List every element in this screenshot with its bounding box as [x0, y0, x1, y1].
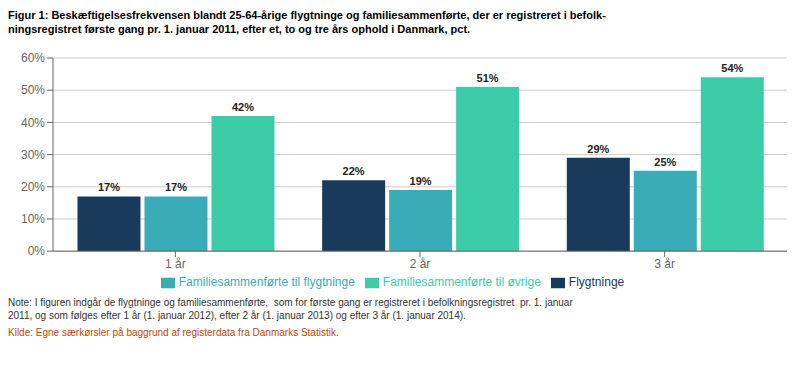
svg-text:1 år: 1 år — [165, 257, 186, 271]
svg-text:3 år: 3 år — [654, 257, 675, 271]
svg-text:17%: 17% — [98, 181, 120, 193]
svg-text:30%: 30% — [21, 148, 45, 162]
svg-text:51%: 51% — [477, 72, 499, 84]
svg-text:40%: 40% — [21, 116, 45, 130]
svg-text:54%: 54% — [721, 62, 743, 74]
html-text:Familiesammenførte til øvrige: Familiesammenførte til øvrige — [382, 275, 541, 290]
svg-text:0%: 0% — [28, 244, 46, 258]
svg-text:2 år: 2 år — [410, 257, 431, 271]
svg-text:17%: 17% — [165, 181, 187, 193]
svg-text:22%: 22% — [343, 165, 365, 177]
html-text:Kilde: Egne særkørsler på bagg: Kilde: Egne særkørsler på baggrund af re… — [8, 327, 339, 338]
svg-text:50%: 50% — [21, 83, 45, 97]
svg-text:29%: 29% — [587, 143, 609, 155]
html-text:Figur 1: Beskæftigelsesfrekven: Figur 1: Beskæftigelsesfrekvensen blandt… — [8, 9, 606, 35]
svg-text:20%: 20% — [21, 180, 45, 194]
html-text:Note: I figuren indgår de flyg: Note: I figuren indgår de flygtninge og … — [8, 297, 573, 321]
svg-text:19%: 19% — [410, 175, 432, 187]
html-text:Familiesammenførte til flygtni: Familiesammenførte til flygtninge — [178, 275, 355, 290]
svg-text:25%: 25% — [654, 156, 676, 168]
svg-text:60%: 60% — [21, 51, 45, 65]
svg-text:42%: 42% — [232, 101, 254, 113]
svg-text:10%: 10% — [21, 212, 45, 226]
html-text:Flygtninge: Flygtninge — [568, 275, 625, 290]
